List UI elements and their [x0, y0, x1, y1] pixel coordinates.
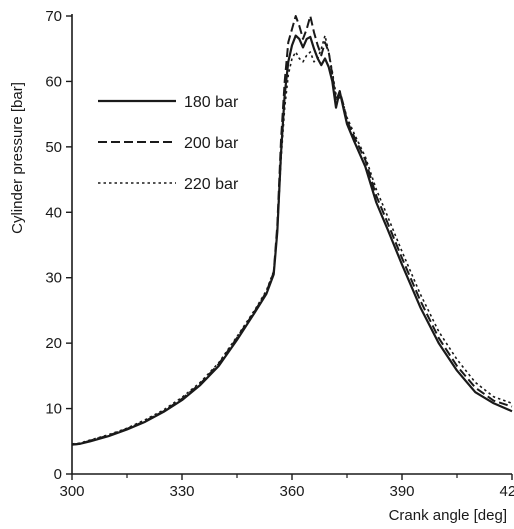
x-tick-label: 330: [169, 483, 194, 500]
legend-label: 200 bar: [184, 135, 239, 152]
x-tick-label: 300: [59, 483, 84, 500]
y-tick-label: 50: [45, 139, 62, 156]
legend-label: 180 bar: [184, 94, 239, 111]
y-axis-label: Cylinder pressure [bar]: [9, 82, 26, 234]
series-line-dotted: [71, 34, 513, 445]
x-tick-label: 390: [389, 483, 414, 500]
axes: [71, 14, 512, 475]
y-tick-label: 0: [54, 466, 62, 483]
tick-marks: 300 330 360 390 420 0 10 20 30 40 50 60 70: [45, 8, 514, 500]
legend-label: 220 bar: [184, 176, 239, 193]
y-tick-label: 20: [45, 335, 62, 352]
y-tick-label: 10: [45, 401, 62, 418]
x-axis-label: Crank angle [deg]: [389, 507, 507, 524]
series-line-dashed: [71, 15, 513, 446]
y-tick-label: 30: [45, 270, 62, 287]
series-line-solid: [71, 34, 513, 446]
legend: 180 bar 200 bar 220 bar: [98, 94, 239, 193]
data-series: [71, 15, 513, 446]
y-tick-label: 70: [45, 8, 62, 25]
x-tick-label: 360: [279, 483, 304, 500]
y-tick-label: 40: [45, 204, 62, 221]
y-tick-label: 60: [45, 73, 62, 90]
x-tick-label: 420: [499, 483, 514, 500]
